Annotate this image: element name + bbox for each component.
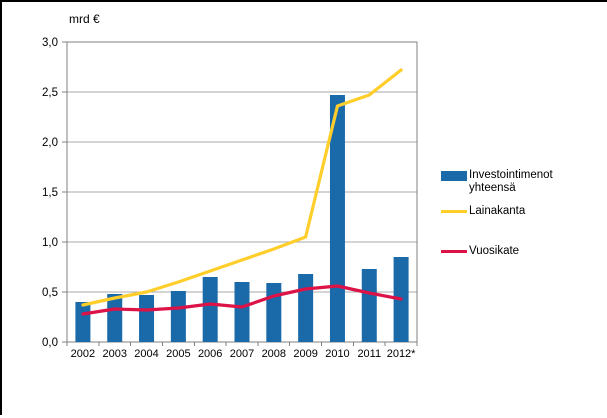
y-axis-label: 2,0 bbox=[42, 137, 58, 149]
bar-2009 bbox=[298, 274, 314, 342]
x-axis-label: 2002 bbox=[71, 348, 95, 360]
x-axis-label: 2004 bbox=[134, 348, 158, 360]
bar-2005 bbox=[170, 291, 186, 342]
window-border-top bbox=[0, 0, 607, 2]
bar-2002 bbox=[75, 302, 91, 342]
bar-2010 bbox=[329, 95, 345, 342]
x-axis-label: 2007 bbox=[230, 348, 254, 360]
x-axis-label: 2008 bbox=[262, 348, 286, 360]
legend-label-lainakanta: Lainakanta bbox=[469, 205, 526, 217]
bar-2011 bbox=[361, 269, 377, 342]
x-axis-label: 2012* bbox=[387, 348, 416, 360]
investointimenot-swatch bbox=[441, 171, 467, 181]
x-axis-label: 2010 bbox=[325, 348, 349, 360]
vuosikate-swatch bbox=[441, 250, 467, 253]
legend-item-lainakanta: Lainakanta bbox=[441, 205, 601, 218]
legend-label-vuosikate: Vuosikate bbox=[469, 245, 520, 257]
legend-item-investointimenot: Investointimenot yhteensä bbox=[441, 169, 601, 195]
lainakanta-swatch bbox=[441, 210, 467, 213]
x-axis-label: 2006 bbox=[198, 348, 222, 360]
bar-2004 bbox=[139, 295, 155, 342]
vuosikate-line bbox=[81, 284, 403, 316]
legend-item-vuosikate: Vuosikate bbox=[441, 245, 601, 258]
y-axis-label: 2,5 bbox=[42, 87, 58, 99]
window-border-left bbox=[0, 0, 2, 415]
chart-title: mrd € bbox=[69, 12, 100, 26]
legend-label-investointimenot: Investointimenot yhteensä bbox=[469, 169, 553, 194]
x-axis-label: 2003 bbox=[102, 348, 126, 360]
y-axis-label: 3,0 bbox=[42, 37, 58, 49]
x-axis-label: 2009 bbox=[293, 348, 317, 360]
lainakanta-line bbox=[81, 68, 403, 307]
x-axis-label: 2005 bbox=[166, 348, 190, 360]
bar-2008 bbox=[266, 283, 282, 342]
y-axis-label: 1,0 bbox=[42, 237, 58, 249]
bar-2003 bbox=[107, 294, 123, 342]
bar-2006 bbox=[202, 277, 218, 342]
y-axis-label: 0,5 bbox=[42, 287, 58, 299]
y-axis-label: 1,5 bbox=[42, 187, 58, 199]
legend: Investointimenot yhteensä Lainakanta Vuo… bbox=[441, 169, 601, 258]
y-axis-label: 0,0 bbox=[42, 337, 58, 349]
x-axis-label: 2011 bbox=[357, 348, 381, 360]
bar-2007 bbox=[234, 282, 250, 342]
